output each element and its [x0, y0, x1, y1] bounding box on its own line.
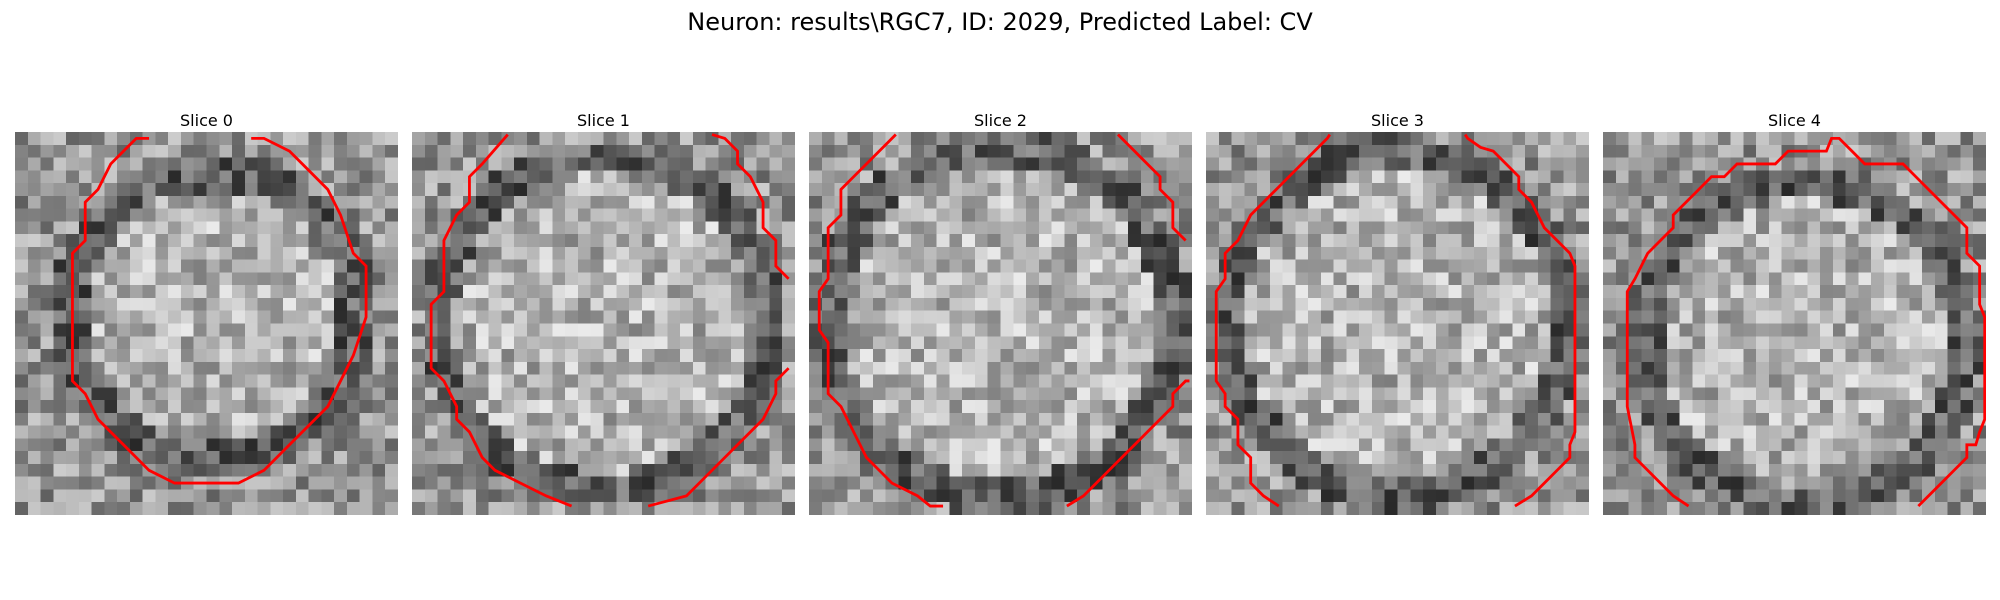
pixel-grid — [15, 132, 398, 515]
slice-panel-4: Slice 4 — [1603, 110, 1986, 515]
contour-line — [647, 367, 790, 508]
slice-title-1: Slice 1 — [577, 111, 630, 130]
slice-title-3: Slice 3 — [1371, 111, 1424, 130]
slice-panel-1: Slice 1 — [412, 110, 795, 515]
slice-image-0 — [15, 132, 398, 515]
pixel-grid — [1206, 132, 1589, 515]
contour-line — [429, 133, 573, 508]
slice-image-1 — [412, 132, 795, 515]
slice-panel-2: Slice 2 — [809, 110, 1192, 515]
contour-line — [1214, 133, 1332, 508]
slice-title-2: Slice 2 — [974, 111, 1027, 130]
contour-line — [817, 133, 944, 508]
contour-line — [1463, 133, 1577, 508]
slice-panel-0: Slice 0 — [15, 110, 398, 515]
contour-line — [1625, 136, 1986, 508]
contour-line — [711, 133, 790, 280]
slice-image-3 — [1206, 132, 1589, 515]
slice-title-0: Slice 0 — [180, 111, 233, 130]
slice-panel-3: Slice 3 — [1206, 110, 1589, 515]
pixel-grid — [412, 132, 795, 515]
contour-line — [71, 136, 368, 485]
figure-title: Neuron: results\RGC7, ID: 2029, Predicte… — [687, 8, 1313, 36]
contour-line — [1066, 379, 1190, 508]
slice-image-2 — [809, 132, 1192, 515]
slice-image-4 — [1603, 132, 1986, 515]
contour-line — [1116, 133, 1187, 242]
slice-title-4: Slice 4 — [1768, 111, 1821, 130]
